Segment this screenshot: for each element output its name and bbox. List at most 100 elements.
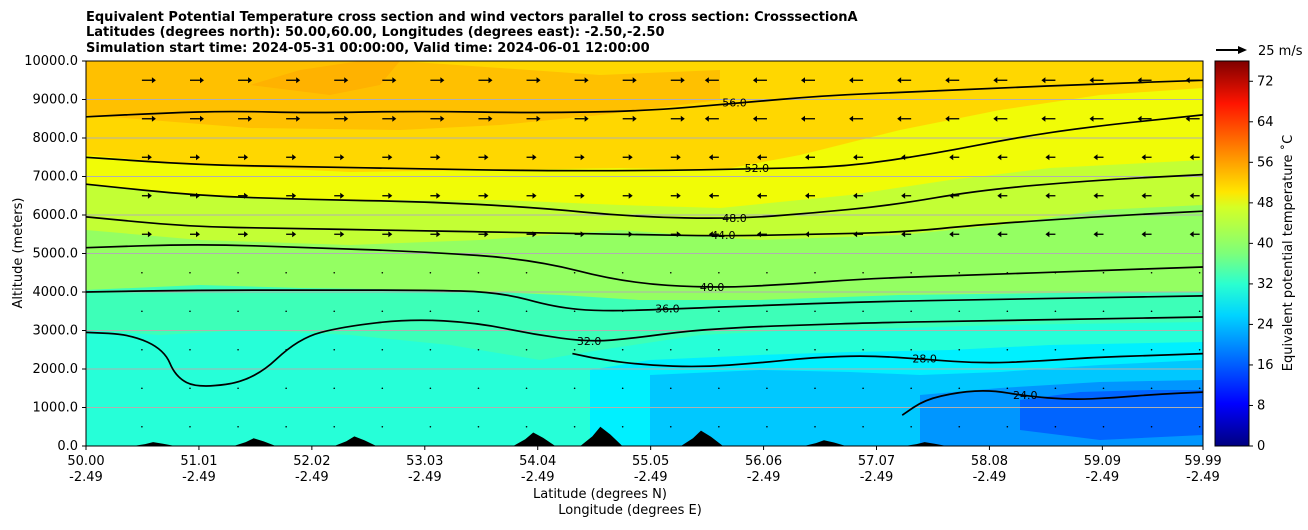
wind-vector-head [676,154,681,161]
colorbar-tick-label: 40 [1257,236,1274,251]
wind-vector-head [199,115,204,122]
wind-vector-head [901,192,906,199]
field-band-64 [250,61,400,95]
wind-vector-head [1137,115,1142,122]
contour-line-40.0 [86,244,1203,288]
x-tick-label-lat: 51.01 [180,454,217,469]
wind-vector [1006,425,1009,428]
wind-vector-head [340,154,345,161]
wind-vector [910,348,912,351]
wind-vector-head [945,115,950,122]
wind-vector [477,348,480,351]
wind-vector [477,387,480,390]
wind-vector [718,310,720,313]
wind-vector [958,425,961,428]
wind-vector-head [680,77,685,84]
wind-vector [814,271,816,274]
wind-vector [766,310,768,313]
wind-vector-head [536,77,541,84]
y-tick-label: 0.0 [57,439,78,454]
wind-vector [333,425,336,428]
wind-vector [429,387,432,390]
wind-vector-head [195,231,200,238]
wind-vector [573,425,576,428]
wind-vector [477,425,480,428]
y-tick-label: 5000.0 [33,247,79,262]
wind-vector-head [849,115,854,122]
x-tick-label-lat: 54.04 [519,454,556,469]
wind-vector [189,348,191,351]
wind-vector [285,310,287,313]
wind-vector [381,310,384,313]
x-tick-label-lat: 52.02 [293,454,330,469]
terrain [86,426,1203,446]
wind-vector [333,348,336,351]
wind-vector [669,387,672,390]
colorbar-label: Equivalent potential temperature ˚C [1280,135,1296,371]
wind-vector [189,387,191,390]
wind-vector-head [344,115,349,122]
wind-vector-head [392,115,397,122]
wind-vector [1006,310,1009,313]
wind-vector [1150,271,1153,274]
wind-vector-head [1045,231,1050,238]
wind-vector-head [628,192,633,199]
colorbar-tick-label: 0 [1257,439,1265,454]
wind-vector [766,387,768,390]
wind-vector [1198,271,1201,274]
wind-vector-head [801,115,806,122]
wind-vector [573,310,576,313]
wind-vector [814,310,816,313]
wind-vector-head [901,231,906,238]
wind-vector [958,348,961,351]
wind-vector [525,310,528,313]
wind-vector [189,271,191,274]
wind-vector-head [580,154,585,161]
wind-vector [1054,348,1057,351]
wind-vector-head [801,77,806,84]
wind-vector [862,310,864,313]
contour-label-44.0: 44.0 [711,229,736,242]
wind-vector [429,348,432,351]
wind-vector [862,348,864,351]
wind-vector-head [949,154,954,161]
wind-vector-head [1189,154,1194,161]
wind-vector [718,387,720,390]
wind-vector [237,425,239,428]
x-tick-label-lat: 58.08 [971,454,1008,469]
wind-vector [1054,387,1057,390]
colorbar: 0 8 16 24 32 40 48 56 64 72 Equivalent potential … [1214,60,1296,454]
wind-vector-head [993,77,998,84]
wind-vector [429,425,432,428]
x-tick-label-lon: -2.49 [182,470,216,485]
wind-vector-head [1141,154,1146,161]
wind-vector-head [580,192,585,199]
contour-line-48.0 [86,173,1203,219]
wind-vector [141,425,143,428]
title-line-3: Simulation start time: 2024-05-31 00:00:… [86,41,650,56]
contour-line-28.0 [572,352,1203,368]
wind-vector-head [704,77,709,84]
wind-vector [1006,348,1009,351]
wind-vector [718,425,720,428]
wind-vector [766,348,768,351]
wind-vector-head [997,231,1002,238]
contour-label-32.0: 32.0 [577,335,602,348]
wind-vector [333,271,336,274]
contour-label-56.0: 56.0 [722,96,747,109]
wind-vector-head [248,115,253,122]
wind-vector [621,387,624,390]
wind-vector-head [1093,192,1098,199]
x-tick-label-lat: 53.03 [406,454,443,469]
contour-lines: 24.0 28.0 32.0 36.0 40.0 44.0 48.0 52.0 56.0 [86,79,1203,416]
wind-vector-head [344,77,349,84]
wind-vector [429,310,432,313]
wind-vector [141,387,143,390]
contour-label-28.0: 28.0 [912,352,937,365]
x-tick-label-lon: -2.49 [295,470,329,485]
colorbar-tick-label: 24 [1257,317,1274,332]
x-tick-label-lon: -2.49 [408,470,442,485]
wind-vector-head [532,154,537,161]
wind-vector-head [388,231,393,238]
